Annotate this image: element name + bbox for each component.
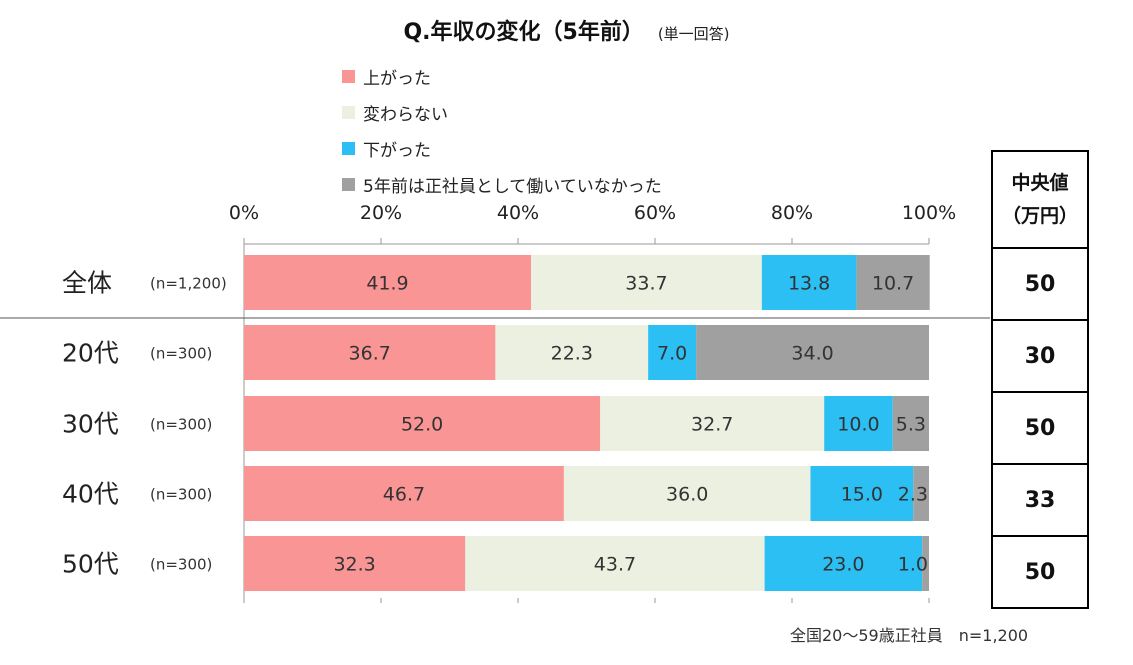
legend-swatch-same: [342, 105, 355, 119]
data-label-all-same: 33.7: [625, 273, 667, 295]
legend-item-up: 上がった: [342, 58, 662, 94]
data-label-30s-down: 10.0: [837, 414, 879, 436]
data-label-50s-up: 32.3: [333, 554, 375, 576]
data-label-40s-same: 36.0: [666, 484, 708, 506]
footnote: 全国20～59歳正社員 n=1,200: [790, 626, 1029, 645]
legend-item-down: 下がった: [342, 130, 662, 166]
data-label-50s-not-employed: 1.0: [898, 554, 928, 576]
bar-40s-not-employed: [913, 466, 929, 521]
bar-50s-same: [465, 536, 765, 591]
sample-size-20s: (n=300): [150, 345, 212, 363]
sample-size-50s: (n=300): [150, 556, 212, 574]
data-label-20s-down: 7.0: [657, 343, 687, 365]
chart-title-main: Q.年収の変化（5年前）: [403, 20, 644, 45]
median-value-20s: 30: [993, 321, 1087, 393]
data-label-all-not-employed: 10.7: [872, 273, 914, 295]
bar-20s-not-employed: [696, 325, 929, 380]
bar-50s-not-employed: [922, 536, 929, 591]
sample-size-30s: (n=300): [150, 416, 212, 434]
data-label-50s-same: 43.7: [594, 554, 636, 576]
bar-30s-down: [824, 396, 893, 451]
legend-label-same: 変わらない: [363, 104, 448, 125]
legend-label-not-employed: 5年前は正社員として働いていなかった: [363, 176, 662, 197]
bar-40s-down: [810, 466, 914, 521]
bar-all-down: [761, 255, 857, 310]
stacked-bar-chart: 0% 20% 40% 60% 80% 100% 41.9 33.7 13.8 10.7 全体 (n=1…: [0, 202, 990, 603]
median-table: 中央値 （万円） 50 30 50 33 50: [991, 150, 1089, 609]
data-label-20s-same: 22.3: [551, 343, 593, 365]
x-tick-label-2: 40%: [497, 202, 539, 224]
bar-all-same: [531, 255, 762, 310]
sample-size-all: (n=1,200): [150, 275, 227, 293]
chart-title: Q.年収の変化（5年前） (単一回答): [0, 14, 1133, 46]
bar-30s-same: [600, 396, 825, 451]
data-label-30s-same: 32.7: [691, 414, 733, 436]
legend-swatch-down: [342, 141, 355, 155]
bar-all-up: [244, 255, 532, 310]
x-tick-label-1: 20%: [360, 202, 402, 224]
bar-20s-down: [648, 325, 697, 380]
median-table-header: 中央値 （万円）: [993, 152, 1087, 249]
category-label-50s: 50代: [62, 550, 119, 579]
bar-50s-up: [244, 536, 466, 591]
data-label-20s-up: 36.7: [349, 343, 391, 365]
category-label-all: 全体: [62, 269, 112, 298]
median-header-label: 中央値: [1011, 172, 1069, 195]
data-label-30s-up: 52.0: [401, 414, 443, 436]
bar-40s-same: [563, 466, 811, 521]
legend-item-not-employed: 5年前は正社員として働いていなかった: [342, 166, 662, 202]
bar-all-not-employed: [856, 255, 930, 310]
legend-swatch-not-employed: [342, 177, 355, 191]
legend-label-down: 下がった: [363, 140, 431, 161]
legend-swatch-up: [342, 69, 355, 83]
median-header-unit: （万円）: [1001, 204, 1078, 227]
data-label-40s-not-employed: 2.3: [898, 484, 928, 506]
data-label-20s-not-employed: 34.0: [791, 343, 833, 365]
category-label-20s: 20代: [62, 339, 119, 368]
bar-40s-up: [244, 466, 564, 521]
category-label-40s: 40代: [62, 480, 119, 509]
legend: 上がった 変わらない 下がった 5年前は正社員として働いていなかった: [342, 58, 662, 202]
median-value-30s: 50: [993, 393, 1087, 465]
median-value-50s: 50: [1024, 559, 1056, 585]
category-label-30s: 30代: [62, 410, 119, 439]
sample-size-40s: (n=300): [150, 486, 212, 504]
bar-30s-not-employed: [892, 396, 929, 451]
data-label-all-down: 13.8: [788, 273, 830, 295]
data-label-all-up: 41.9: [366, 273, 408, 295]
bar-50s-down: [764, 536, 923, 591]
legend-label-up: 上がった: [363, 68, 431, 89]
data-label-40s-up: 46.7: [383, 484, 425, 506]
x-tick-label-4: 80%: [771, 202, 813, 224]
median-value-all: 50: [993, 249, 1087, 321]
chart-subtitle: (単一回答): [657, 25, 730, 43]
median-value-40s: 33: [993, 465, 1087, 537]
data-label-50s-down: 23.0: [822, 554, 864, 576]
legend-item-same: 変わらない: [342, 94, 662, 130]
x-tick-label-0: 0%: [229, 202, 259, 224]
x-tick-label-5: 100%: [902, 202, 956, 224]
data-label-30s-not-employed: 5.3: [896, 414, 926, 436]
bar-20s-same: [495, 325, 649, 380]
x-tick-label-3: 60%: [634, 202, 676, 224]
data-label-40s-down: 15.0: [841, 484, 883, 506]
bar-30s-up: [244, 396, 601, 451]
bar-20s-up: [244, 325, 496, 380]
